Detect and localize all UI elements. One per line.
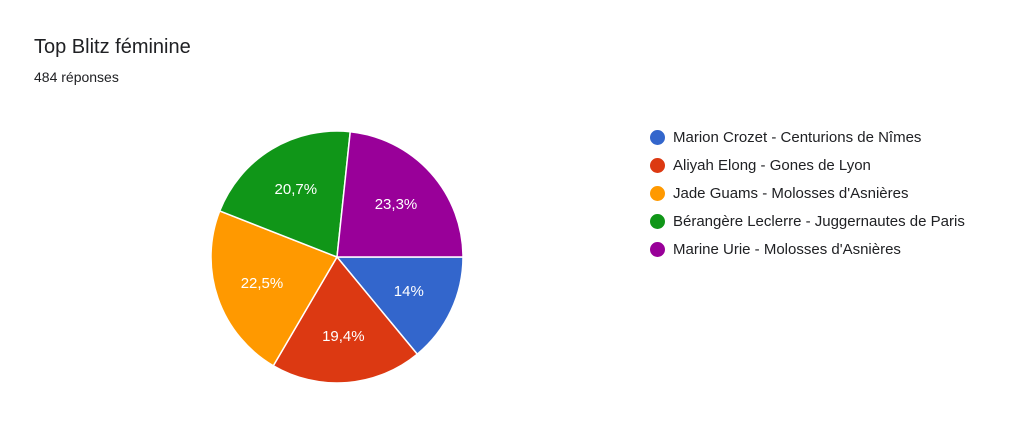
pie-slice (335, 256, 464, 356)
chart-title: Top Blitz féminine (34, 36, 191, 58)
response-count: 484 réponses (34, 69, 119, 85)
pie-slice (272, 255, 419, 384)
legend-swatch (650, 214, 665, 229)
legend-swatch (650, 158, 665, 173)
pie-chart: 14% 19,4% 22,5% 20,7% 23,3% (210, 130, 464, 384)
legend-swatch (650, 130, 665, 145)
legend-label: Marion Crozet - Centurions de Nîmes (673, 129, 922, 146)
legend-swatch (650, 186, 665, 201)
legend-swatch (650, 242, 665, 257)
pie-slice (218, 130, 352, 259)
pie-slice (210, 209, 339, 367)
slice-label: 23,3% (375, 196, 418, 213)
legend-label: Jade Guams - Molosses d'Asnières (673, 185, 909, 202)
legend-label: Bérangère Leclerre - Juggernautes de Par… (673, 213, 965, 230)
legend-item: Jade Guams - Molosses d'Asnières (650, 184, 980, 204)
slice-label: 22,5% (241, 275, 284, 292)
legend-label: Aliyah Elong - Gones de Lyon (673, 157, 871, 174)
slice-label: 20,7% (275, 181, 318, 198)
slice-label: 14% (394, 283, 424, 300)
legend-label: Marine Urie - Molosses d'Asnières (673, 241, 901, 258)
slice-label: 19,4% (322, 328, 365, 345)
legend-item: Marion Crozet - Centurions de Nîmes (650, 128, 980, 148)
legend-item: Bérangère Leclerre - Juggernautes de Par… (650, 212, 980, 232)
legend-item: Aliyah Elong - Gones de Lyon (650, 156, 980, 176)
legend-item: Marine Urie - Molosses d'Asnières (650, 240, 980, 260)
pie-slice (336, 130, 464, 258)
chart-legend: Marion Crozet - Centurions de Nîmes Aliya… (650, 128, 980, 268)
